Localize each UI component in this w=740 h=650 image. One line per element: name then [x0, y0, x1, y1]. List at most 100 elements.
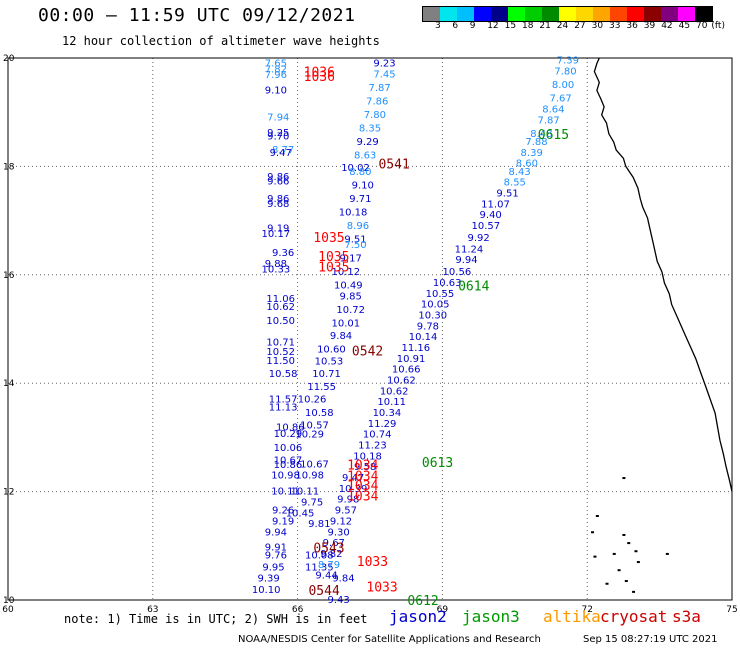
colorbar-tick-label: 33	[609, 21, 621, 31]
swh-value: 9.75	[301, 497, 323, 508]
colorbar-swatch	[525, 7, 542, 21]
credit-line: NOAA/NESDIS Center for Satellite Applica…	[238, 634, 541, 645]
colorbar-swatch	[474, 7, 491, 21]
island-mark	[665, 552, 669, 555]
swh-value: 11.55	[307, 382, 336, 393]
colorbar-swatch	[508, 7, 525, 21]
x-tick-label: 66	[292, 605, 304, 615]
island-mark	[636, 561, 640, 564]
pass-label: 1034	[347, 469, 378, 484]
colorbar-tick-label: 30	[591, 21, 604, 31]
swh-value: 10.67	[274, 456, 303, 467]
swh-value: 9.40	[480, 210, 502, 221]
swh-value: 11.50	[266, 356, 295, 367]
swh-value: 10.11	[291, 487, 320, 498]
swh-value: 9.12	[330, 516, 352, 527]
swh-value: 10.56	[443, 267, 472, 278]
swh-value: 9.94	[265, 527, 287, 538]
swh-value: 9.70	[267, 132, 289, 143]
swh-value: 10.34	[373, 408, 402, 419]
swh-value: 9.91	[265, 542, 287, 553]
mission-s3a: s3a	[672, 607, 701, 626]
pass-label: 1033	[357, 555, 388, 570]
swh-value: 10.39	[339, 484, 368, 495]
colorbar-swatch	[542, 7, 559, 21]
swh-value: 9.57	[335, 506, 357, 517]
swh-value: 10.33	[262, 264, 291, 275]
swh-value: 11.35	[305, 562, 334, 573]
colorbar-tick-label: 42	[661, 21, 673, 31]
swh-value: 10.98	[271, 470, 300, 481]
swh-value: 9.17	[340, 254, 362, 265]
swh-value: 10.71	[266, 338, 295, 349]
colorbar-swatch	[423, 7, 440, 21]
swh-value: 7.94	[267, 113, 289, 124]
swh-value: 10.91	[397, 354, 426, 365]
pass-label: 0615	[538, 128, 569, 143]
swh-value: 9.26	[272, 506, 294, 517]
swh-value: 10.17	[262, 229, 291, 240]
swh-value: 11.07	[481, 199, 510, 210]
swh-value: 9.71	[349, 194, 371, 205]
coastline	[593, 57, 733, 492]
pass-label: 0542	[352, 345, 383, 360]
swh-value: 11.57	[269, 394, 298, 405]
swh-value: 9.19	[267, 224, 289, 235]
colorbar-swatch	[695, 7, 712, 21]
swh-value: 9.76	[265, 551, 287, 562]
swh-value: 9.67	[323, 538, 345, 549]
pass-label: 0613	[422, 456, 453, 471]
colorbar-tick-label: 70	[696, 21, 708, 31]
swh-colorbar	[422, 6, 713, 22]
swh-value: 10.72	[336, 305, 365, 316]
swh-value: 10.57	[300, 420, 329, 431]
swh-value: 8.00	[552, 80, 574, 91]
swh-value: 10.98	[295, 470, 324, 481]
swh-value: 10.66	[392, 365, 421, 376]
pass-label: 1034	[347, 479, 378, 494]
x-tick-label: 69	[437, 605, 449, 615]
mission-jason3: jason3	[462, 607, 520, 626]
swh-value: 9.66	[267, 177, 289, 188]
swh-value: 9.51	[344, 235, 366, 246]
island-mark	[622, 533, 626, 536]
swh-value: 7.45	[373, 69, 395, 80]
swh-value: 7.96	[265, 70, 287, 81]
swh-value: 10.08	[305, 551, 334, 562]
swh-value: 10.86	[274, 460, 303, 471]
swh-value: 8.39	[521, 148, 543, 159]
swh-value: 9.36	[272, 248, 294, 259]
swh-value: 7.80	[554, 67, 576, 78]
swh-value: 9.86	[267, 194, 289, 205]
swh-value: 9.92	[467, 233, 489, 244]
swh-value: 10.29	[274, 429, 303, 440]
swh-value: 10.86	[276, 423, 305, 434]
colorbar-tick-label: 6	[452, 21, 459, 31]
page-title: 00:00 – 11:59 UTC 09/12/2021	[38, 5, 356, 26]
swh-value: 9.23	[373, 58, 395, 69]
swh-value: 8.79	[318, 560, 340, 571]
pass-label: 0614	[458, 280, 489, 295]
swh-value: 7.82	[265, 64, 287, 75]
swh-value: 10.18	[339, 207, 368, 218]
swh-value: 9.82	[320, 549, 342, 560]
pass-label: 1036	[304, 66, 335, 81]
swh-value: 10.53	[315, 357, 344, 368]
swh-value: 9.47	[270, 148, 292, 159]
swh-value: 9.25	[267, 128, 289, 139]
colorbar-tick-label: 24	[556, 21, 569, 31]
y-tick-label: 12	[3, 488, 14, 498]
swh-value: 8.35	[359, 123, 381, 134]
colorbar-tick-label: 12	[487, 21, 499, 31]
swh-value: 10.11	[271, 487, 300, 498]
mission-altika: altika	[543, 607, 601, 626]
swh-value: 10.11	[377, 397, 406, 408]
colorbar-tick-label: 21	[539, 21, 551, 31]
swh-value: 9.39	[258, 573, 280, 584]
swh-value: 9.86	[267, 172, 289, 183]
swh-value: 9.19	[272, 516, 294, 527]
swh-value: 10.30	[418, 310, 447, 321]
colorbar-swatch	[576, 7, 593, 21]
